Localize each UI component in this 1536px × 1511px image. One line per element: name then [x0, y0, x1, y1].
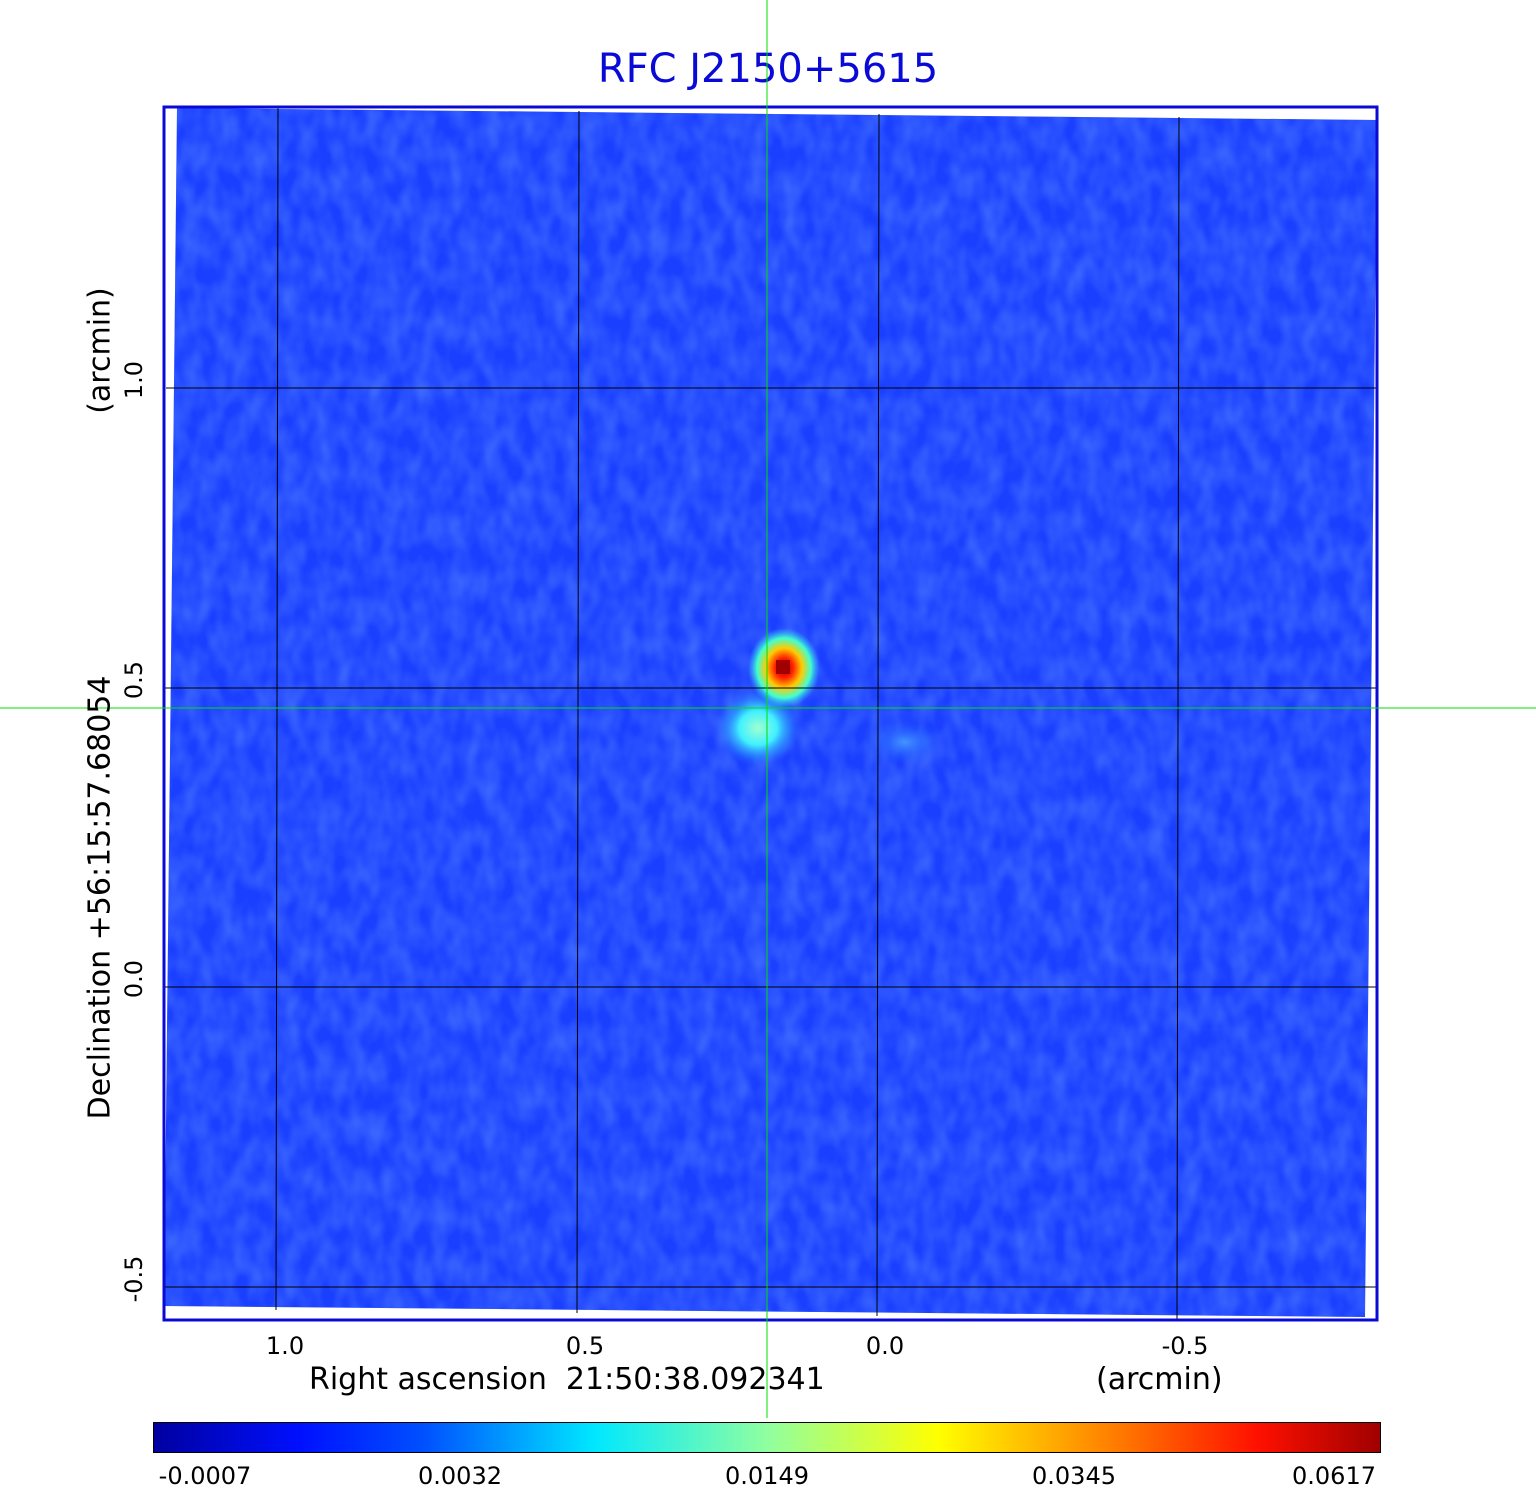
- plot-frame: [162, 105, 1379, 1322]
- chart-title: RFC J2150+5615: [597, 46, 939, 92]
- colorbar-tick-5: 0.0617: [1292, 1462, 1376, 1490]
- colorbar-tick-1: -0.0007: [158, 1462, 252, 1490]
- colorbar-tick-4: 0.0345: [1032, 1462, 1116, 1490]
- x-tick-1: 1.0: [265, 1332, 305, 1360]
- image-field: [164, 108, 1377, 1317]
- x-tick-4: -0.5: [1161, 1332, 1209, 1360]
- colorbar: [153, 1422, 1381, 1453]
- y-tick-3: 0.0: [120, 959, 148, 999]
- colorbar-tick-2: 0.0032: [418, 1462, 502, 1490]
- y-axis-unit: (arcmin): [82, 287, 118, 414]
- source-secondary: [716, 690, 800, 766]
- x-axis-unit: (arcmin): [1096, 1362, 1223, 1397]
- x-tick-2: 0.5: [565, 1332, 605, 1360]
- y-tick-1: 1.0: [120, 360, 148, 400]
- y-tick-4: -0.5: [120, 1255, 148, 1303]
- x-axis-label: Right ascension 21:50:38.092341: [309, 1362, 825, 1397]
- crosshair: [0, 0, 1536, 1418]
- y-axis-label: Declination +56:15:57.68054: [82, 675, 118, 1120]
- source-faint-east: [867, 720, 943, 764]
- coordinate-grid: [164, 107, 1377, 1320]
- y-tick-2: 0.5: [120, 660, 148, 700]
- colorbar-tick-3: 0.0149: [725, 1462, 809, 1490]
- x-tick-3: 0.0: [865, 1332, 905, 1360]
